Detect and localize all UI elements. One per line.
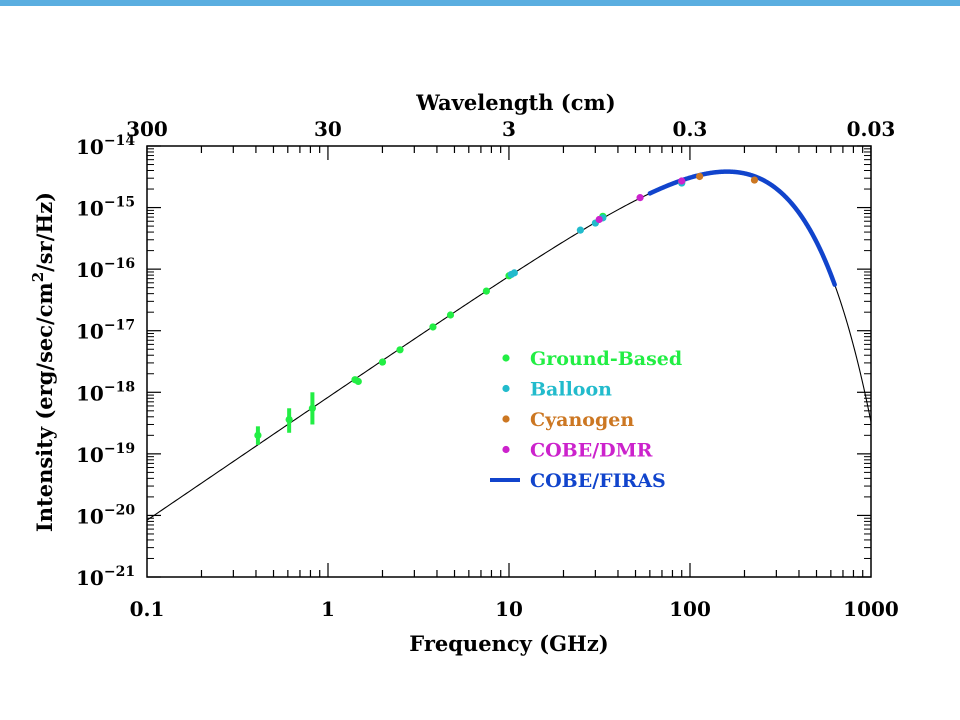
legend-label: COBE/FIRAS (530, 470, 666, 492)
legend-label: Ground-Based (530, 348, 682, 370)
x-axis-title: Frequency (GHz) (409, 631, 608, 656)
y-tick-label: 10−20 (76, 502, 135, 528)
y-tick-base: 10 (76, 443, 104, 467)
x-tick-label: 100 (669, 597, 711, 621)
top-tick-label: 30 (314, 117, 342, 141)
data-point (696, 172, 704, 181)
legend: Ground-Based Balloon Cyanogen COBE/DMR COBE/… (490, 348, 682, 492)
data-point (254, 431, 262, 439)
top-accent-bar (0, 0, 960, 6)
y-tick-exponent: −19 (104, 441, 135, 457)
y-tick-base: 10 (76, 135, 104, 159)
data-points (254, 172, 759, 445)
y-tick-label: 10−21 (76, 564, 135, 590)
data-point (285, 416, 293, 424)
top-tick-label: 3 (502, 117, 516, 141)
data-point (308, 404, 317, 412)
y-axis-title-prefix: Intensity (erg/sec/cm (32, 282, 57, 532)
y-tick-base: 10 (76, 258, 104, 282)
top-tick-label: 300 (126, 117, 168, 141)
legend-swatch (502, 415, 510, 423)
data-point (595, 215, 603, 224)
x-tick-label: 1000 (843, 597, 899, 621)
y-tick-label: 10−19 (76, 441, 135, 467)
x-tick-label: 10 (495, 597, 523, 621)
data-point (446, 311, 455, 319)
top-tick-label: 0.03 (847, 117, 896, 141)
blackbody-curve (146, 171, 872, 521)
y-tick-exponent: −15 (104, 195, 135, 211)
data-point (482, 287, 490, 295)
y-tick-base: 10 (76, 197, 104, 221)
y-tick-exponent: −14 (104, 133, 135, 149)
top-tick-label: 0.3 (673, 117, 708, 141)
legend-label: COBE/DMR (530, 440, 653, 462)
y-tick-base: 10 (76, 504, 104, 528)
y-tick-exponent: −21 (104, 564, 135, 580)
legend-swatch (502, 445, 510, 454)
data-point (576, 226, 584, 234)
y-tick-label: 10−18 (76, 379, 135, 405)
legend-label: Cyanogen (530, 409, 634, 431)
y-tick-label: 10−16 (76, 256, 135, 282)
y-axis-title-sup: 2 (29, 272, 47, 282)
data-point (354, 377, 362, 386)
data-point (678, 177, 686, 185)
y-tick-label: 10−17 (76, 318, 135, 344)
top-axis-title: Wavelength (cm) (415, 90, 615, 115)
y-tick-exponent: −17 (104, 318, 135, 334)
legend-label: Balloon (530, 379, 612, 401)
data-point (429, 323, 437, 331)
data-point (636, 194, 644, 202)
y-axis-title: Intensity (erg/sec/cm2/sr/Hz) (29, 192, 57, 532)
x-tick-label: 1 (321, 597, 335, 621)
y-tick-exponent: −20 (104, 502, 135, 518)
plot-frame (146, 145, 872, 578)
y-tick-label: 10−14 (76, 133, 135, 159)
data-point (396, 346, 404, 354)
y-tick-exponent: −18 (104, 379, 135, 395)
y-axis-title-suffix: /sr/Hz) (32, 192, 57, 272)
y-tick-base: 10 (76, 320, 104, 344)
axis-ticks (146, 145, 872, 578)
y-tick-exponent: −16 (104, 256, 135, 272)
legend-swatch (502, 354, 510, 362)
x-tick-label: 0.1 (130, 597, 165, 621)
data-point (378, 358, 387, 366)
y-tick-label: 10−15 (76, 195, 135, 221)
y-tick-base: 10 (76, 381, 104, 405)
cobe-firas-series-line (647, 169, 837, 287)
data-point (750, 176, 759, 184)
data-point (510, 269, 518, 277)
legend-swatch (502, 384, 510, 393)
y-tick-base: 10 (76, 566, 104, 590)
